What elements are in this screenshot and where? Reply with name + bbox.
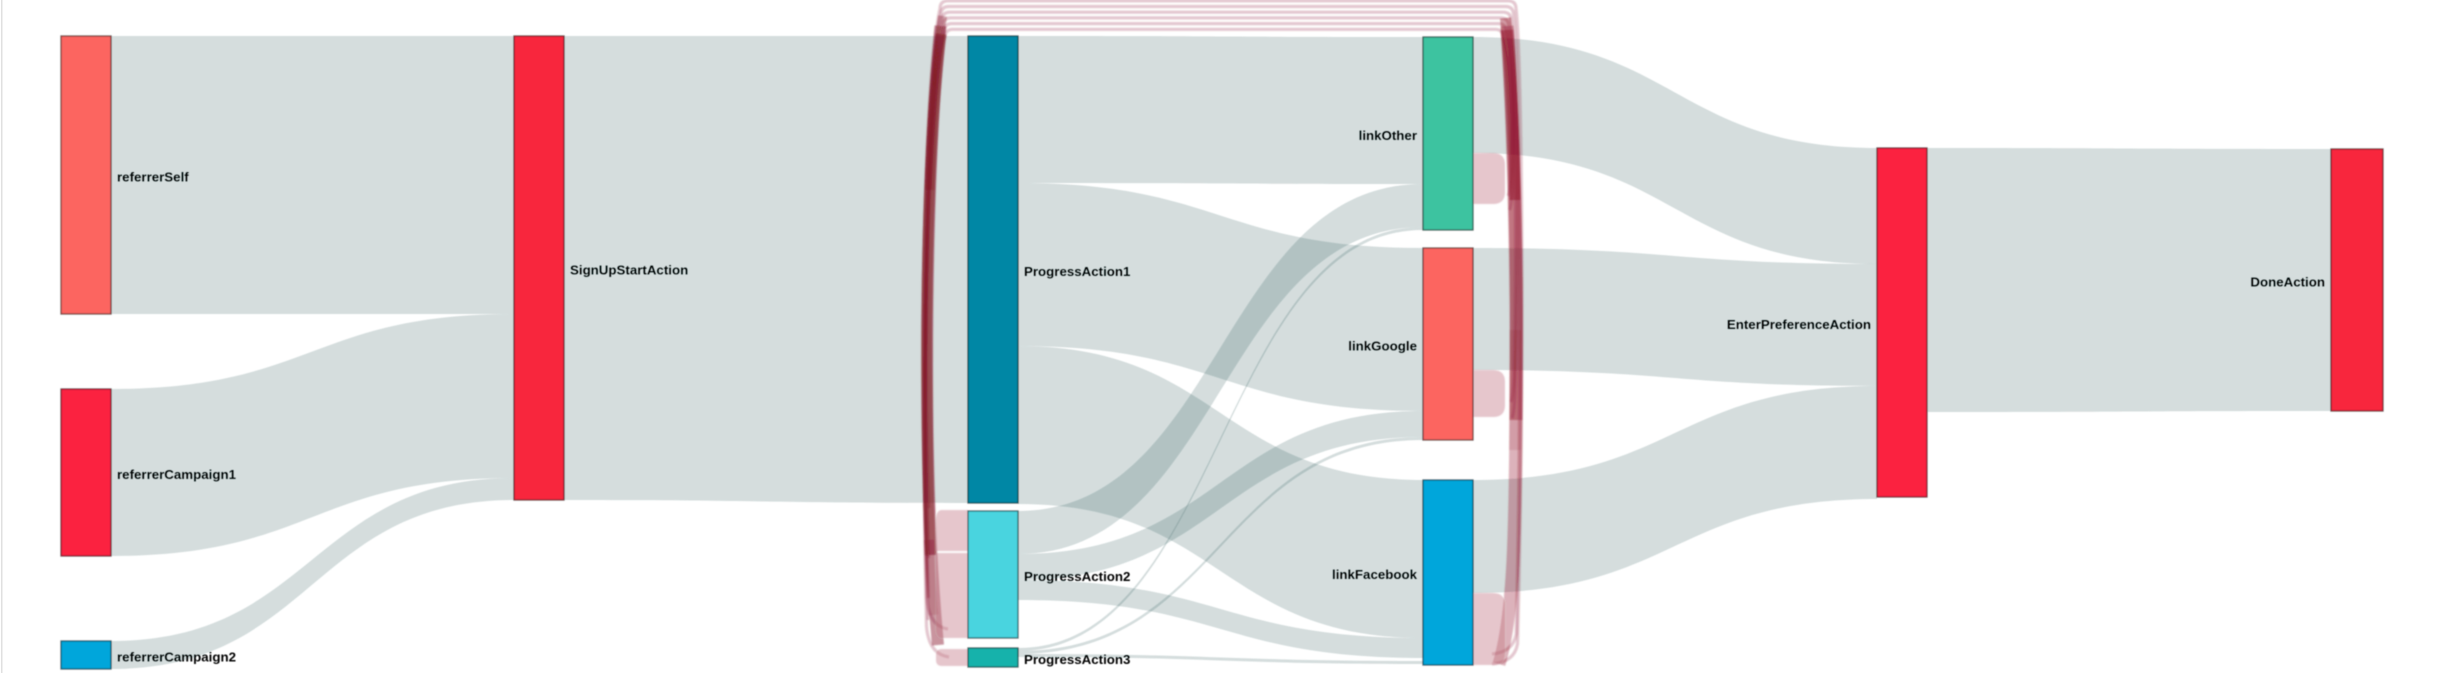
svg-text:SignUpStartAction: SignUpStartAction (570, 263, 688, 278)
svg-text:linkOther: linkOther (1359, 128, 1417, 143)
svg-text:referrerCampaign1: referrerCampaign1 (117, 467, 237, 482)
svg-text:ProgressAction1: ProgressAction1 (1024, 264, 1131, 279)
svg-text:EnterPreferenceAction: EnterPreferenceAction (1727, 317, 1871, 332)
svg-text:referrerCampaign2: referrerCampaign2 (117, 650, 236, 665)
svg-text:linkGoogle: linkGoogle (1348, 339, 1417, 354)
svg-text:ProgressAction2: ProgressAction2 (1024, 569, 1130, 584)
svg-text:ProgressAction3: ProgressAction3 (1024, 652, 1130, 667)
svg-text:DoneAction: DoneAction (2250, 275, 2325, 290)
svg-text:linkFacebook: linkFacebook (1332, 567, 1418, 582)
svg-text:referrerSelf: referrerSelf (117, 170, 189, 185)
